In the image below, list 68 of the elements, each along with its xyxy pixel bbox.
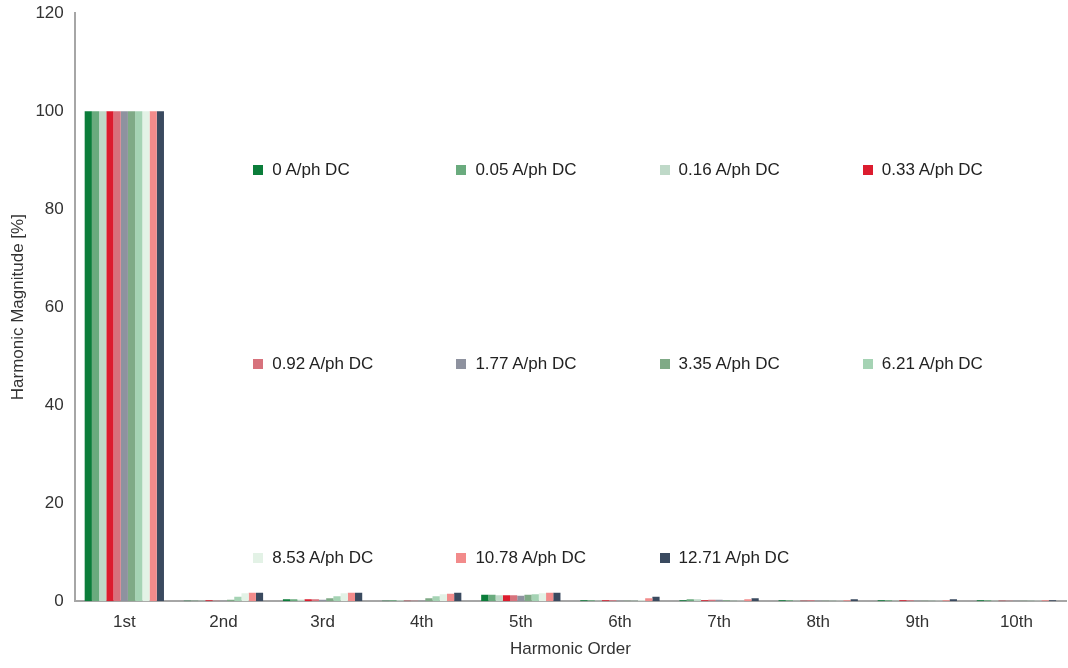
bar bbox=[355, 592, 363, 602]
x-tick-label: 3rd bbox=[310, 612, 335, 632]
bar bbox=[652, 596, 660, 602]
legend-label: 3.35 A/ph DC bbox=[678, 354, 780, 375]
bar bbox=[156, 111, 164, 602]
bar bbox=[546, 592, 554, 602]
legend-label: 1.77 A/ph DC bbox=[475, 354, 577, 375]
bar bbox=[99, 111, 107, 602]
bar bbox=[248, 592, 256, 602]
bar bbox=[446, 593, 455, 602]
bar bbox=[645, 598, 653, 602]
bar bbox=[241, 593, 249, 602]
bar bbox=[84, 111, 92, 602]
legend-label: 0 A/ph DC bbox=[272, 160, 350, 181]
y-tick-label: 120 bbox=[35, 2, 64, 22]
y-axis-title: Harmonic Magnitude [%] bbox=[7, 214, 27, 401]
bar bbox=[531, 594, 539, 602]
x-tick-label: 10th bbox=[999, 612, 1033, 632]
bar bbox=[517, 595, 525, 602]
bar bbox=[524, 594, 532, 602]
bar bbox=[439, 594, 447, 602]
bar bbox=[538, 593, 547, 602]
bar bbox=[454, 592, 462, 602]
bar bbox=[255, 592, 264, 602]
legend-label: 0.33 A/ph DC bbox=[881, 160, 983, 181]
legend-label: 6.21 A/ph DC bbox=[881, 354, 983, 375]
bar bbox=[149, 111, 157, 602]
bar bbox=[91, 111, 100, 602]
y-tick-label: 40 bbox=[44, 394, 64, 414]
y-tick-label: 60 bbox=[44, 296, 64, 316]
legend-label: 0.92 A/ph DC bbox=[272, 354, 374, 375]
bar bbox=[106, 111, 114, 602]
y-tick-label: 80 bbox=[44, 198, 64, 218]
x-tick-label: 2nd bbox=[209, 612, 238, 632]
bar bbox=[127, 111, 136, 602]
x-tick-label: 6th bbox=[608, 612, 632, 632]
bar bbox=[142, 111, 150, 602]
bar bbox=[502, 595, 511, 602]
bar bbox=[553, 592, 561, 602]
bar bbox=[751, 598, 759, 602]
bar bbox=[510, 595, 518, 602]
y-tick-label: 100 bbox=[35, 100, 64, 120]
bar bbox=[495, 595, 503, 602]
x-axis-title: Harmonic Order bbox=[509, 639, 632, 659]
bar bbox=[120, 111, 128, 602]
x-tick-label: 5th bbox=[509, 612, 533, 632]
bar bbox=[425, 598, 433, 602]
legend-label: 12.71 A/ph DC bbox=[678, 548, 790, 569]
y-tick-label: 0 bbox=[54, 590, 64, 610]
x-tick-label: 9th bbox=[905, 612, 930, 632]
legend-label: 0.16 A/ph DC bbox=[678, 160, 780, 181]
x-tick-label: 8th bbox=[806, 612, 831, 632]
x-tick-label: 7th bbox=[707, 612, 731, 632]
bar bbox=[481, 594, 489, 602]
bar bbox=[113, 111, 121, 602]
bar bbox=[347, 592, 356, 602]
legend-label: 10.78 A/ph DC bbox=[475, 548, 586, 569]
legend-label: 8.53 A/ph DC bbox=[272, 548, 374, 569]
bar bbox=[326, 598, 334, 602]
legend-label: 0.05 A/ph DC bbox=[475, 160, 577, 181]
bar bbox=[340, 593, 348, 602]
x-tick-label: 4th bbox=[409, 612, 434, 632]
x-tick-label: 1st bbox=[112, 612, 136, 632]
y-tick-label: 20 bbox=[44, 492, 64, 512]
bar bbox=[135, 111, 143, 602]
bar bbox=[488, 594, 496, 602]
bar bbox=[333, 596, 341, 602]
bar bbox=[432, 596, 440, 602]
